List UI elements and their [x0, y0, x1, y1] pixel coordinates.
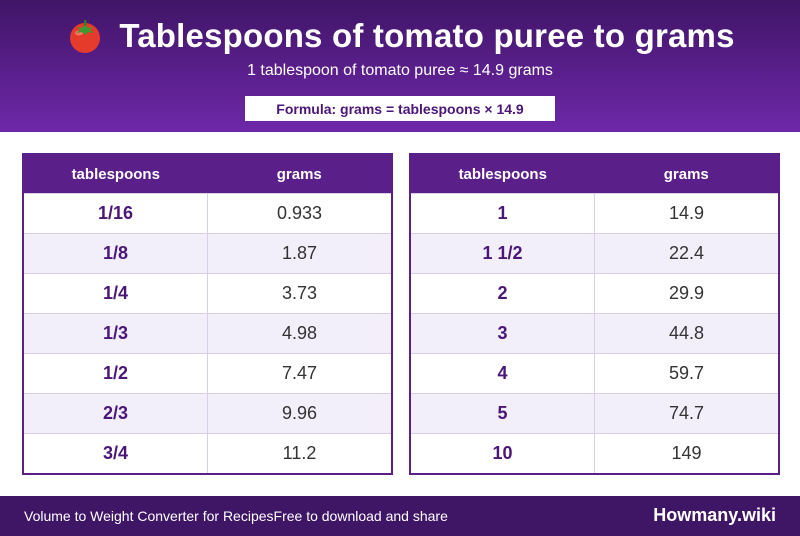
tablespoons-cell: 1/8	[24, 233, 208, 274]
grams-cell: 59.7	[594, 353, 778, 394]
table-row: 1 14.9	[411, 193, 778, 234]
table-row: 1 1/2 22.4	[411, 233, 778, 274]
column-header-grams: grams	[207, 155, 391, 194]
tablespoons-cell: 10	[411, 433, 595, 473]
tablespoons-cell: 1/4	[24, 273, 208, 314]
grams-cell: 11.2	[207, 433, 391, 473]
grams-cell: 14.9	[594, 193, 778, 234]
table-row: 1/3 4.98	[24, 313, 391, 354]
table-header-row: tablespoons grams	[411, 155, 778, 194]
page-title: Tablespoons of tomato puree to grams	[119, 17, 735, 54]
tablespoons-cell: 1	[411, 193, 595, 234]
tablespoons-cell: 3	[411, 313, 595, 354]
grams-cell: 149	[594, 433, 778, 473]
tablespoons-cell: 5	[411, 393, 595, 434]
grams-cell: 44.8	[594, 313, 778, 354]
title-row: Tablespoons of tomato puree to grams	[0, 14, 800, 58]
grams-cell: 3.73	[207, 273, 391, 314]
tablespoons-cell: 1/3	[24, 313, 208, 354]
grams-cell: 74.7	[594, 393, 778, 434]
footer-converter-label: Volume to Weight Converter for Recipes	[24, 508, 274, 524]
footer-text: Volume to Weight Converter for RecipesFr…	[24, 508, 448, 524]
footer-share-label: Free to download and share	[273, 508, 448, 524]
tablespoons-cell: 2	[411, 273, 595, 314]
tablespoons-cell: 3/4	[24, 433, 208, 473]
table-row: 1/4 3.73	[24, 273, 391, 314]
brand-logo[interactable]: Howmany.wiki	[653, 505, 776, 525]
footer: Volume to Weight Converter for RecipesFr…	[0, 496, 800, 536]
tablespoons-cell: 1/2	[24, 353, 208, 394]
grams-cell: 4.98	[207, 313, 391, 354]
grams-cell: 0.933	[207, 193, 391, 234]
page-subtitle: 1 tablespoon of tomato puree ≈ 14.9 gram…	[247, 62, 553, 79]
table-row: 2/3 9.96	[24, 393, 391, 434]
grams-cell: 7.47	[207, 353, 391, 394]
tablespoons-cell: 1 1/2	[411, 233, 595, 274]
table-row: 1/8 1.87	[24, 233, 391, 274]
table-row: 10 149	[411, 433, 778, 473]
header: Tablespoons of tomato puree to grams 1 t…	[0, 0, 800, 132]
tomato-icon	[70, 20, 101, 53]
table-row: 3 44.8	[411, 313, 778, 354]
table-row: 4 59.7	[411, 353, 778, 394]
tablespoons-cell: 4	[411, 353, 595, 394]
formula-box: Formula: grams = tablespoons × 14.9	[245, 96, 555, 121]
table-row: 1/16 0.933	[24, 193, 391, 234]
column-header-tablespoons: tablespoons	[411, 155, 595, 194]
table-header-row: tablespoons grams	[24, 155, 391, 194]
table-left: tablespoons grams 1/16 0.933 1/8 1.87 1/…	[24, 155, 391, 473]
table-row: 1/2 7.47	[24, 353, 391, 394]
table-row: 3/4 11.2	[24, 433, 391, 473]
grams-cell: 29.9	[594, 273, 778, 314]
conversion-table-right: tablespoons grams 1 14.9 1 1/2 22.4 2 29…	[409, 153, 780, 475]
grams-cell: 1.87	[207, 233, 391, 274]
table-row: 2 29.9	[411, 273, 778, 314]
grams-cell: 9.96	[207, 393, 391, 434]
column-header-tablespoons: tablespoons	[24, 155, 208, 194]
table-right: tablespoons grams 1 14.9 1 1/2 22.4 2 29…	[411, 155, 778, 473]
grams-cell: 22.4	[594, 233, 778, 274]
conversion-table-left: tablespoons grams 1/16 0.933 1/8 1.87 1/…	[22, 153, 393, 475]
tablespoons-cell: 2/3	[24, 393, 208, 434]
tablespoons-cell: 1/16	[24, 193, 208, 234]
table-row: 5 74.7	[411, 393, 778, 434]
column-header-grams: grams	[594, 155, 778, 194]
